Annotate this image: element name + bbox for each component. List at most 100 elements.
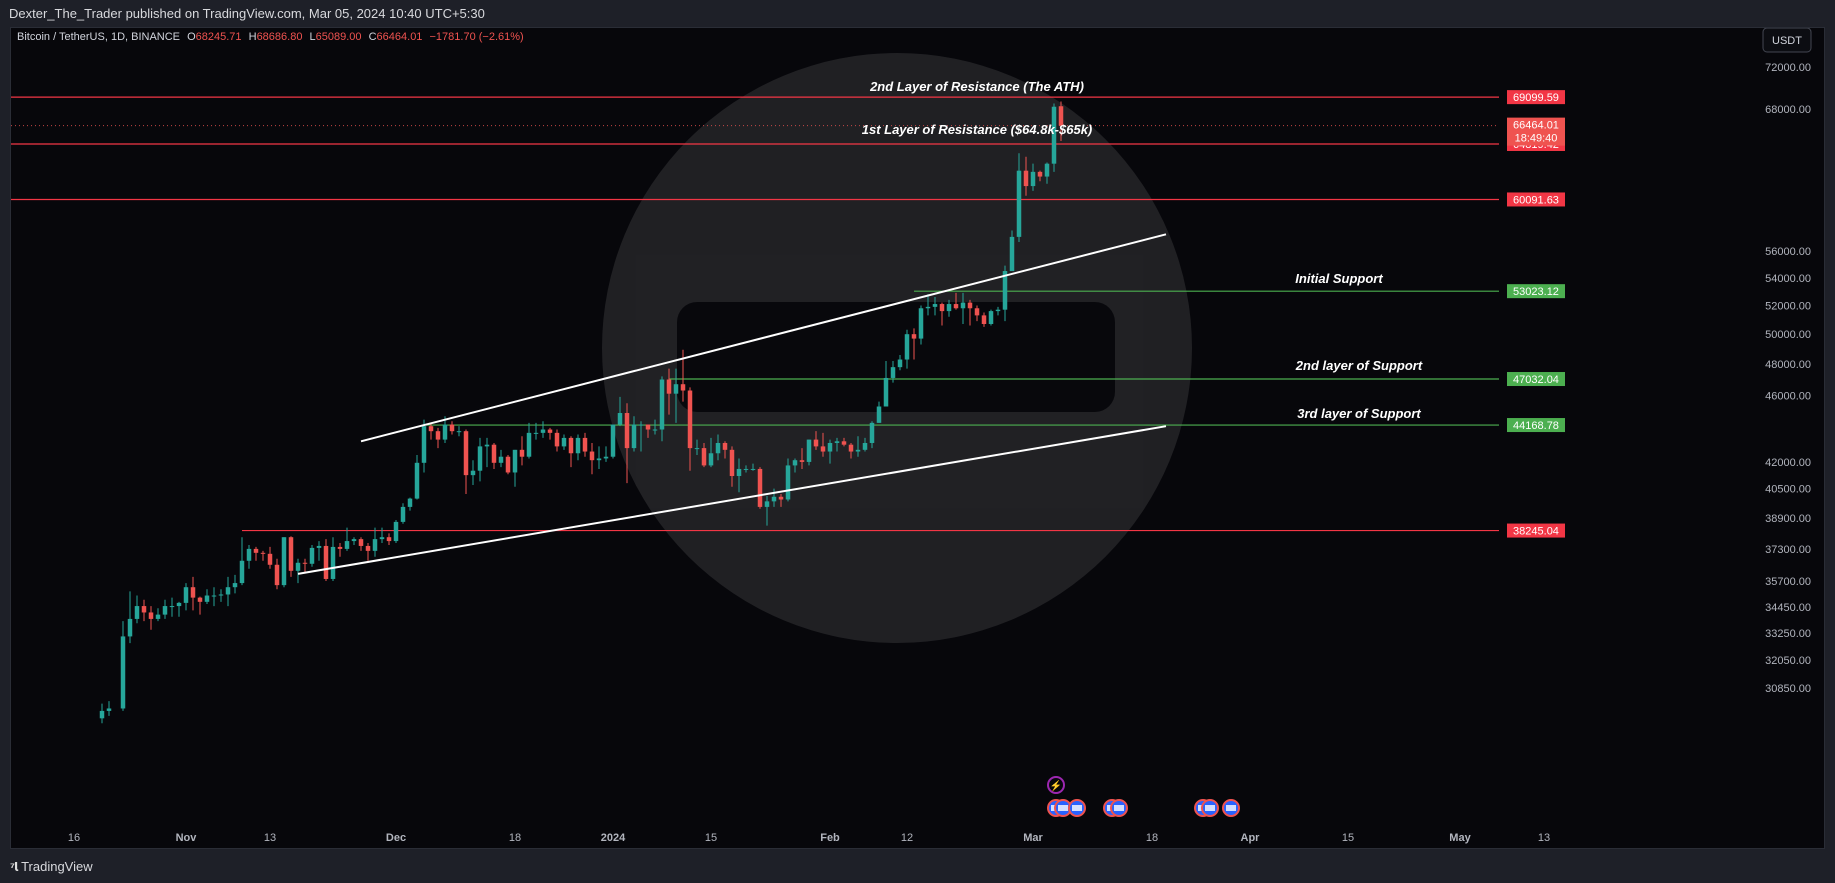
level-note: Initial Support bbox=[1295, 271, 1383, 286]
candle-body bbox=[589, 451, 595, 461]
candle-body bbox=[596, 458, 602, 461]
candle-body bbox=[260, 552, 266, 554]
close-label: C bbox=[369, 31, 377, 43]
time-tick-label: Nov bbox=[176, 832, 198, 844]
currency-button[interactable]: USDT bbox=[1762, 27, 1812, 53]
candle-body bbox=[673, 384, 679, 394]
chart-area[interactable]: 2nd Layer of Resistance (The ATH) 1st Lay… bbox=[10, 27, 1825, 849]
tradingview-logo[interactable]: ⁷𝗹 TradingView bbox=[10, 859, 93, 874]
price-badge-label: 53023.12 bbox=[1513, 286, 1559, 298]
candle-body bbox=[106, 708, 112, 711]
change-value: −1781.70 (−2.61%) bbox=[430, 31, 524, 43]
candle-body bbox=[435, 431, 441, 440]
candle-body bbox=[302, 562, 308, 564]
candle-body bbox=[470, 470, 476, 476]
candle-body bbox=[1030, 171, 1036, 187]
candle-body bbox=[533, 432, 539, 434]
us-flag-event-icon[interactable] bbox=[1110, 799, 1128, 817]
candle-body bbox=[981, 315, 987, 324]
candle-body bbox=[449, 424, 455, 432]
watermark-logo bbox=[602, 53, 1192, 643]
price-tick-label: 68000.00 bbox=[1765, 104, 1811, 116]
price-badge[interactable] bbox=[1507, 523, 1565, 538]
time-tick-label: 13 bbox=[264, 832, 276, 844]
candle-body bbox=[288, 537, 294, 571]
price-chart[interactable]: 2nd Layer of Resistance (The ATH) 1st Lay… bbox=[11, 27, 1824, 848]
level-note: 2nd Layer of Resistance (The ATH) bbox=[869, 79, 1084, 94]
candle-body bbox=[694, 448, 700, 450]
time-tick-label: Apr bbox=[1241, 832, 1261, 844]
candle-body bbox=[372, 539, 378, 551]
time-tick-label: 15 bbox=[705, 832, 717, 844]
candle-body bbox=[757, 468, 763, 507]
candle-body bbox=[141, 606, 147, 613]
candle-body bbox=[309, 547, 315, 564]
candle-body bbox=[1044, 163, 1050, 177]
trendlines[interactable] bbox=[297, 233, 1167, 575]
candle-body bbox=[498, 456, 504, 463]
candle-body bbox=[162, 606, 168, 615]
tradingview-mark-icon: ⁷𝗹 bbox=[10, 859, 18, 874]
lightning-event-icon[interactable]: ⚡ bbox=[1047, 776, 1065, 794]
trendline-0[interactable] bbox=[360, 233, 1167, 443]
candle-body bbox=[554, 432, 560, 447]
time-tick-label: 16 bbox=[68, 832, 80, 844]
candle-body bbox=[358, 539, 364, 546]
currency-label: USDT bbox=[1772, 35, 1802, 47]
candle-body bbox=[617, 413, 623, 425]
trendline-1[interactable] bbox=[297, 425, 1167, 575]
high-label: H bbox=[249, 31, 257, 43]
candle-body bbox=[1002, 271, 1008, 310]
candle-body bbox=[806, 439, 812, 462]
candle-body bbox=[722, 442, 728, 450]
price-tick-label: 48000.00 bbox=[1765, 359, 1811, 371]
candle-body bbox=[883, 377, 889, 407]
candle-body bbox=[932, 304, 938, 307]
candle-body bbox=[904, 334, 910, 360]
candle-body bbox=[820, 446, 826, 452]
last-price-label: 66464.01 bbox=[1513, 120, 1559, 132]
candle-body bbox=[925, 306, 931, 309]
price-tick-label: 56000.00 bbox=[1765, 246, 1811, 258]
candle-body bbox=[960, 302, 966, 309]
price-badge-label: 69099.59 bbox=[1513, 92, 1559, 104]
price-axis[interactable]: 72000.00 68000.00 56000.00 54000.00 52000.00… bbox=[1499, 28, 1824, 848]
low-label: L bbox=[310, 31, 316, 43]
price-tick-label: 32050.00 bbox=[1765, 655, 1811, 667]
us-flag-event-icon[interactable] bbox=[1201, 799, 1219, 817]
low-value: 65089.00 bbox=[316, 31, 362, 43]
candle-body bbox=[568, 437, 574, 454]
candle-body bbox=[316, 545, 322, 548]
price-badge[interactable] bbox=[1507, 90, 1565, 105]
candle-body bbox=[1037, 171, 1043, 177]
candle-body bbox=[386, 537, 392, 542]
time-tick-label: 2024 bbox=[601, 832, 626, 844]
economic-events[interactable]: ⚡ bbox=[1047, 776, 1240, 817]
publish-info: Dexter_The_Trader published on TradingVi… bbox=[9, 6, 485, 21]
candle-body bbox=[771, 496, 777, 502]
svg-text:Bitcoin / TetherUS, 1D, BINANC: Bitcoin / TetherUS, 1D, BINANCE O68245.7… bbox=[17, 31, 524, 43]
candle-body bbox=[99, 710, 105, 719]
time-tick-label: 18 bbox=[1146, 832, 1158, 844]
candle-body bbox=[442, 424, 448, 440]
candle-body bbox=[848, 444, 854, 452]
candle-body bbox=[505, 456, 511, 473]
candle-body bbox=[197, 597, 203, 602]
candle-body bbox=[407, 498, 413, 507]
price-badge[interactable] bbox=[1507, 418, 1565, 433]
candle-body bbox=[1009, 236, 1015, 272]
us-flag-event-icon[interactable] bbox=[1222, 799, 1240, 817]
candle-body bbox=[190, 587, 196, 598]
candle-body bbox=[764, 501, 770, 507]
candle-body bbox=[890, 367, 896, 378]
us-flag-event-icon[interactable] bbox=[1068, 799, 1086, 817]
last-price-badge[interactable] bbox=[1507, 117, 1565, 146]
candle-body bbox=[995, 309, 1001, 312]
time-axis[interactable]: 16 Nov 13 Dec 18 2024 15 Feb 12 Mar 18 Apr 15 May 13 bbox=[68, 832, 1550, 844]
price-badge-label: 38245.04 bbox=[1513, 526, 1559, 538]
price-tick-label: 42000.00 bbox=[1765, 457, 1811, 469]
price-badge[interactable] bbox=[1507, 284, 1565, 299]
price-badge[interactable] bbox=[1507, 372, 1565, 387]
time-tick-label: 18 bbox=[509, 832, 521, 844]
price-badge[interactable] bbox=[1507, 192, 1565, 207]
